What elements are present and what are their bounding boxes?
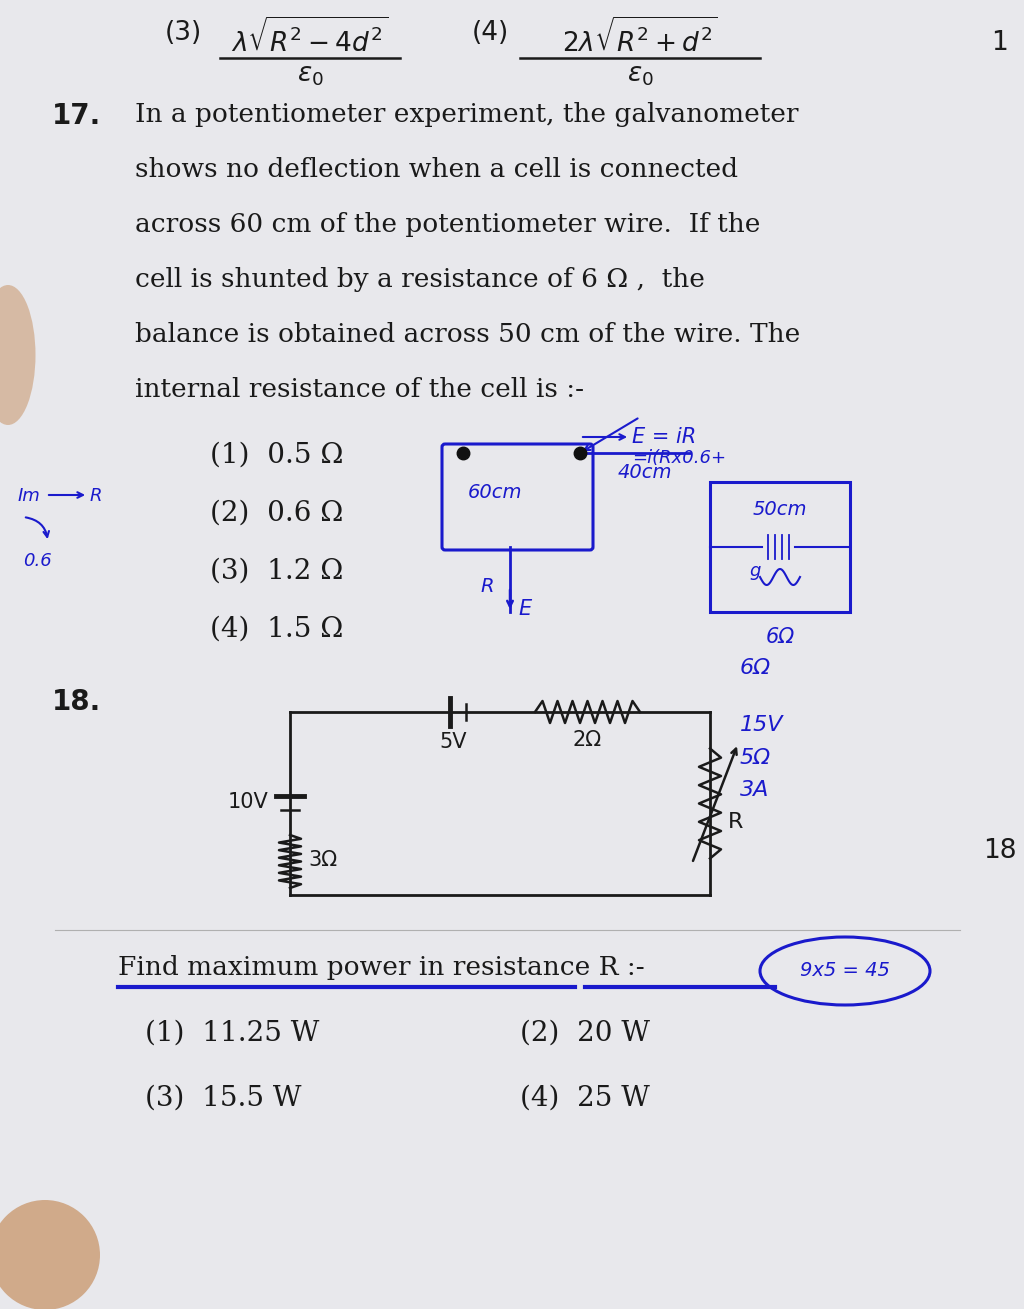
Text: 0.6: 0.6 <box>23 552 52 569</box>
Text: (3)  15.5 W: (3) 15.5 W <box>145 1085 301 1113</box>
Text: E: E <box>518 600 531 619</box>
Text: 3A: 3A <box>740 780 769 800</box>
Text: 9x5 = 45: 9x5 = 45 <box>800 962 890 980</box>
Text: 15V: 15V <box>740 715 783 734</box>
Text: (1)  11.25 W: (1) 11.25 W <box>145 1020 319 1047</box>
Text: 60cm: 60cm <box>468 483 522 501</box>
Text: Im: Im <box>18 487 41 505</box>
Text: 3Ω: 3Ω <box>308 850 337 870</box>
Text: 5Ω: 5Ω <box>740 747 771 768</box>
Text: 40cm: 40cm <box>617 462 672 482</box>
Text: Find maximum power in resistance R :-: Find maximum power in resistance R :- <box>118 956 645 980</box>
Text: $2\lambda\sqrt{R^2 + d^2}$: $2\lambda\sqrt{R^2 + d^2}$ <box>562 18 718 58</box>
Text: (4)  1.5 Ω: (4) 1.5 Ω <box>210 617 343 643</box>
Text: R: R <box>480 577 494 596</box>
Text: $\lambda\sqrt{R^2 - 4d^2}$: $\lambda\sqrt{R^2 - 4d^2}$ <box>231 18 388 58</box>
Text: 1: 1 <box>991 30 1009 56</box>
Text: In a potentiometer experiment, the galvanometer: In a potentiometer experiment, the galva… <box>135 102 799 127</box>
Text: (3): (3) <box>165 20 202 46</box>
Text: (2)  20 W: (2) 20 W <box>520 1020 650 1047</box>
Text: R: R <box>728 812 743 831</box>
Text: shows no deflection when a cell is connected: shows no deflection when a cell is conne… <box>135 157 738 182</box>
Text: 10V: 10V <box>227 792 268 812</box>
Text: =i(Rx0.6+: =i(Rx0.6+ <box>632 449 726 467</box>
Text: across 60 cm of the potentiometer wire.  If the: across 60 cm of the potentiometer wire. … <box>135 212 761 237</box>
Text: $\epsilon_0$: $\epsilon_0$ <box>627 62 653 88</box>
Text: (4): (4) <box>471 20 509 46</box>
Text: (3)  1.2 Ω: (3) 1.2 Ω <box>210 558 343 585</box>
Text: E = iR: E = iR <box>632 427 696 446</box>
Text: cell is shunted by a resistance of 6 Ω ,  the: cell is shunted by a resistance of 6 Ω ,… <box>135 267 705 292</box>
Ellipse shape <box>0 1200 100 1309</box>
Text: 18: 18 <box>983 838 1017 864</box>
Text: 2Ω: 2Ω <box>573 730 602 750</box>
Text: R: R <box>90 487 102 505</box>
Text: (4)  25 W: (4) 25 W <box>520 1085 650 1113</box>
Ellipse shape <box>0 285 36 425</box>
Text: (2)  0.6 Ω: (2) 0.6 Ω <box>210 500 343 528</box>
Text: 6Ω: 6Ω <box>765 627 795 647</box>
Text: internal resistance of the cell is :-: internal resistance of the cell is :- <box>135 377 584 402</box>
Text: 50cm: 50cm <box>753 500 807 518</box>
Text: $\epsilon_0$: $\epsilon_0$ <box>297 62 324 88</box>
Text: 5V: 5V <box>439 732 467 751</box>
Text: 6Ω: 6Ω <box>740 658 771 678</box>
Text: balance is obtained across 50 cm of the wire. The: balance is obtained across 50 cm of the … <box>135 322 800 347</box>
Text: g: g <box>750 562 761 580</box>
Text: 17.: 17. <box>52 102 101 130</box>
Text: 18.: 18. <box>52 689 101 716</box>
Text: (1)  0.5 Ω: (1) 0.5 Ω <box>210 442 343 469</box>
